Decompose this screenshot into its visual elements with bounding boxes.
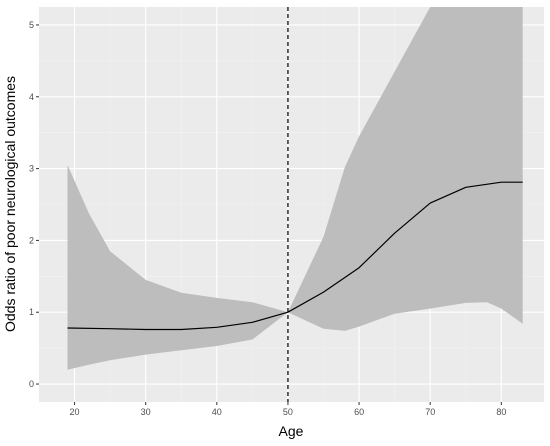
y-tick-label: 3 [29,164,34,174]
confidence-band [67,7,523,370]
x-tick-label: 50 [283,407,293,417]
x-tick-label: 20 [70,407,80,417]
confidence-band-layer [67,7,523,370]
odds-ratio-line [67,181,523,331]
y-tick-label: 5 [29,20,34,30]
x-tick-label: 60 [354,407,364,417]
x-tick-label: 80 [496,407,506,417]
y-tick-label: 4 [29,92,34,102]
y-tick-label: 2 [29,235,34,245]
x-axis-title: Age [279,423,304,439]
x-axis-ticks: 20 30 40 50 60 70 80 [70,402,506,417]
x-tick-label: 70 [425,407,435,417]
y-axis-ticks: 0 1 2 3 4 5 [29,20,39,389]
y-tick-label: 1 [29,307,34,317]
line-layer [67,181,523,331]
x-tick-label: 40 [212,407,222,417]
y-axis-title: Odds ratio of poor neurological outcomes [2,76,18,332]
x-tick-label: 30 [141,407,151,417]
y-tick-label: 0 [29,379,34,389]
